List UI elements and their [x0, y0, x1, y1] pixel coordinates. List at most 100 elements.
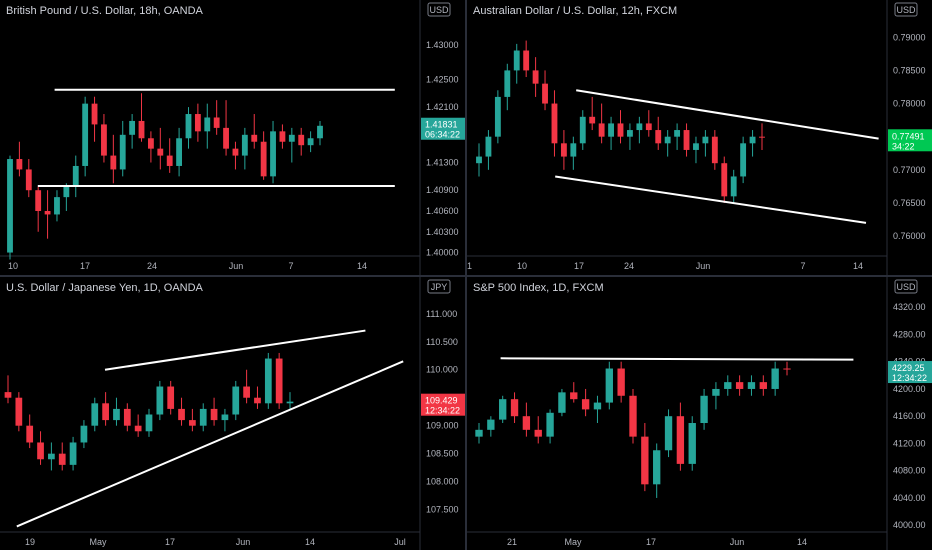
candle — [579, 110, 586, 150]
panel-divider-horizontal — [0, 275, 932, 277]
chart-title: Australian Dollar / U.S. Dollar, 12h, FX… — [473, 5, 678, 17]
candle-body — [759, 382, 767, 389]
candle-body — [546, 412, 554, 437]
currency-badge[interactable]: USD — [894, 2, 918, 17]
candle — [532, 57, 539, 97]
candle-body — [63, 186, 70, 198]
candle — [551, 90, 558, 157]
candle — [617, 361, 625, 403]
candle — [102, 392, 109, 426]
candle-body — [510, 399, 519, 417]
currency-badge[interactable]: USD — [427, 2, 451, 17]
x-tick-label: 10 — [517, 261, 527, 271]
last-price-countdown: 12:34:22 — [892, 373, 927, 383]
candle — [629, 388, 637, 444]
candle-body — [167, 386, 175, 409]
candle — [213, 100, 220, 135]
candle — [676, 402, 685, 471]
candle-body — [676, 416, 685, 464]
x-tick-label: 17 — [574, 261, 584, 271]
chart-svg-gbpusd[interactable]: USD 1.43000 1.42500 1.42100 1.41300 1.40900 1.… — [0, 0, 465, 275]
candle — [504, 63, 511, 111]
last-price-box — [421, 393, 465, 416]
currency-badge[interactable]: JPY — [427, 279, 451, 294]
trend-line[interactable] — [576, 89, 879, 140]
candle — [270, 120, 276, 184]
candle-body — [44, 210, 51, 215]
candle-body — [702, 136, 709, 144]
y-tick-label: 0.76500 — [893, 198, 926, 208]
candle-body — [199, 408, 207, 426]
candle-body — [185, 114, 192, 139]
candle — [534, 416, 542, 444]
candle-body — [157, 148, 164, 156]
candle-body — [123, 408, 131, 426]
candle-body — [58, 453, 66, 465]
candle-body — [223, 127, 229, 149]
candle-body — [26, 425, 34, 443]
candle — [147, 131, 154, 163]
candle — [589, 96, 596, 131]
x-tick-label: 14 — [853, 261, 863, 271]
chart-svg-usdjpy[interactable]: JPY111.000110.500110.000109.500109.00010… — [0, 277, 465, 550]
candle-body — [749, 136, 756, 144]
candle-body — [523, 50, 530, 71]
chart-panel-usdjpy[interactable]: JPY111.000110.500110.000109.500109.00010… — [0, 277, 465, 550]
trend-line[interactable] — [500, 357, 854, 361]
candle-body — [608, 123, 614, 137]
candle-body — [485, 136, 492, 157]
candle-body — [213, 117, 220, 128]
candle-body — [712, 388, 720, 396]
candle — [674, 123, 681, 150]
chart-panel-gbpusd[interactable]: USD 1.43000 1.42500 1.42100 1.41300 1.40900 1.… — [0, 0, 465, 275]
candle-body — [605, 368, 613, 403]
currency-badge[interactable]: USD — [894, 279, 918, 294]
trend-line[interactable] — [16, 360, 404, 528]
candle-body — [551, 103, 558, 144]
candle-body — [243, 386, 250, 398]
x-tick-label: 21 — [467, 261, 472, 271]
candle — [223, 100, 229, 156]
trend-line[interactable] — [104, 329, 366, 371]
y-tick-label: 1.41300 — [426, 158, 459, 168]
candle-body — [166, 155, 173, 166]
last-price-countdown: 34:22 — [892, 141, 915, 151]
x-tick-label: 17 — [646, 537, 656, 547]
candle-body — [688, 423, 696, 464]
candle — [771, 361, 779, 396]
candle — [37, 431, 44, 465]
candle — [317, 120, 323, 146]
candle — [251, 114, 258, 149]
candle — [645, 110, 652, 137]
last-price-countdown: 12:34:22 — [425, 406, 460, 416]
chart-svg-spx[interactable]: USD4320.004280.004240.004200.004160.0041… — [467, 277, 932, 550]
candle — [546, 409, 554, 444]
x-tick-label: 17 — [80, 261, 90, 271]
candle-body — [721, 163, 728, 197]
chart-svg-audusd[interactable]: USD0.790000.785000.780000.775000.770000.… — [467, 0, 932, 275]
currency-label: JPY — [431, 282, 448, 292]
currency-label: USD — [429, 5, 449, 15]
x-tick-label: 21 — [507, 537, 517, 547]
candle — [232, 380, 240, 421]
candle-body — [581, 399, 590, 410]
last-price-box — [888, 129, 932, 152]
chart-panel-audusd[interactable]: USD0.790000.785000.780000.775000.770000.… — [467, 0, 932, 275]
candle — [101, 114, 107, 163]
x-tick-label: 7 — [800, 261, 805, 271]
candle — [485, 130, 492, 170]
candle — [475, 423, 483, 444]
chart-panel-spx[interactable]: USD4320.004280.004240.004200.004160.0041… — [467, 277, 932, 550]
candle — [185, 107, 192, 149]
x-tick-label: Jun — [696, 261, 711, 271]
candle-body — [264, 358, 272, 404]
candle — [783, 361, 791, 376]
candle — [16, 141, 23, 177]
trend-line[interactable] — [555, 175, 867, 224]
candle — [570, 382, 578, 403]
candle-body — [570, 143, 577, 157]
candle-body — [156, 386, 164, 415]
candle-body — [241, 134, 248, 156]
x-tick-label: May — [564, 537, 582, 547]
candle — [178, 397, 185, 426]
